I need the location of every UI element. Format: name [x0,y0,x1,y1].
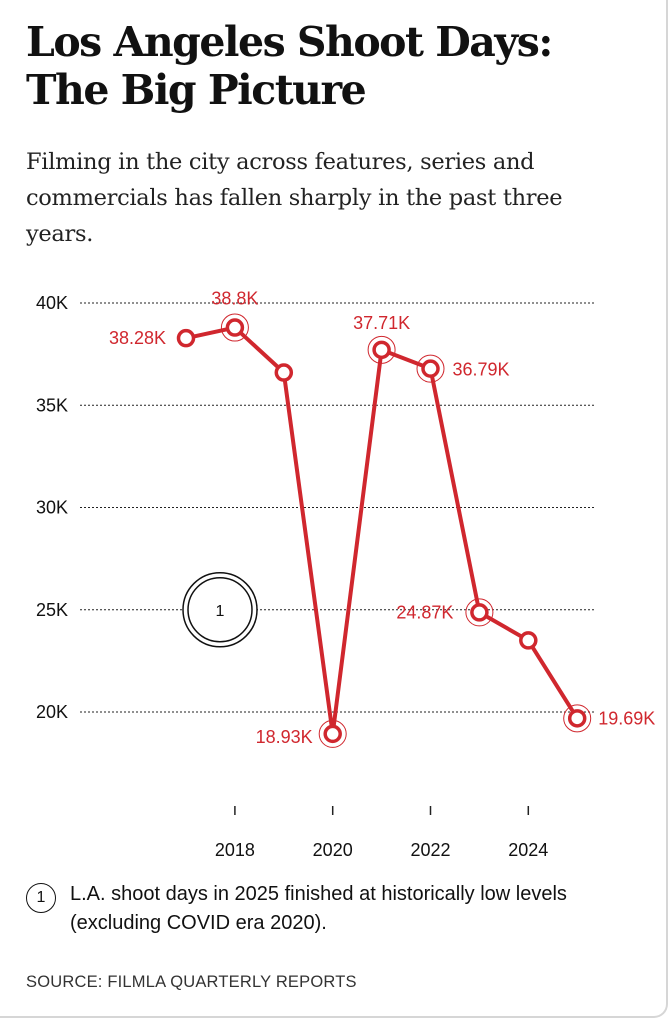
point-halo [416,354,445,383]
x-tick-label: 2018 [215,840,255,860]
data-point [176,328,196,348]
data-label: 18.93K [256,727,313,747]
chart-subtitle: Filming in the city across features, ser… [26,149,563,247]
footnote: 1 L.A. shoot days in 2025 finished at hi… [26,880,646,938]
x-tick-label: 2024 [508,840,548,860]
data-label: 37.71K [353,313,410,333]
data-label: 24.87K [396,602,453,622]
y-tick-label: 40K [36,293,68,313]
point-halo [563,704,592,733]
point-halo [318,719,347,748]
data-point [470,603,489,622]
point-halo [220,313,249,342]
point-halo [465,598,494,627]
source-note: SOURCE: FILMLA QUARTERLY REPORTS [26,973,357,991]
data-point [519,631,538,650]
data-point [567,709,587,728]
data-point [372,340,391,360]
y-tick-label: 25K [36,600,68,620]
annotation-label: 1 [216,603,225,620]
data-point [274,363,294,382]
chart-title: Los Angeles Shoot Days: The Big Picture [26,18,553,114]
annotation-inner-ring [187,577,253,643]
y-tick-label: 20K [36,702,68,722]
data-label: 38.8K [211,289,258,309]
data-label: 19.69K [598,708,655,728]
x-tick-label: 2022 [410,840,450,860]
data-label: 36.79K [453,360,510,380]
footnote-text: L.A. shoot days in 2025 finished at hist… [70,883,567,934]
data-label: 38.28K [109,328,166,348]
line-chart: 20K 25K 30K 35K 40K 2018 2020 2022 2024 1 38.28K 38… [36,289,655,860]
footnote-marker: 1 [26,883,56,913]
data-point [421,359,440,378]
data-point [323,724,342,744]
x-tick-label: 2020 [313,840,353,860]
y-tick-label: 35K [36,395,68,415]
data-point [225,318,245,337]
series-line [184,325,580,736]
y-tick-label: 30K [36,498,68,518]
point-halo [367,335,396,364]
